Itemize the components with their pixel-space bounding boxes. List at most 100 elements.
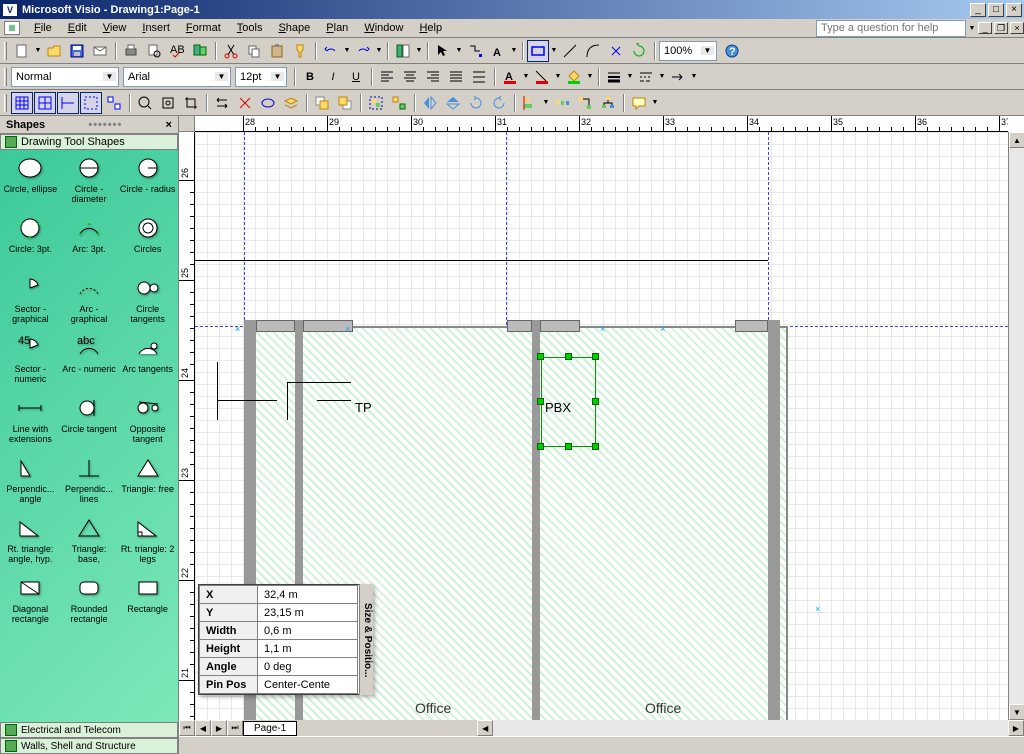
- selection-handle[interactable]: [592, 398, 599, 405]
- fillcolor-dropdown[interactable]: ▼: [586, 73, 594, 80]
- pan-button[interactable]: [157, 92, 179, 114]
- tab-prev-button[interactable]: ◀: [195, 720, 211, 736]
- font-color-button[interactable]: A: [499, 66, 521, 88]
- sizepos-value[interactable]: 0 deg: [258, 658, 358, 676]
- glue-button[interactable]: [34, 92, 56, 114]
- zoom-combo[interactable]: 100%▼: [659, 41, 717, 61]
- menu-help[interactable]: Help: [411, 20, 450, 36]
- bring-front-button[interactable]: [311, 92, 333, 114]
- stencil-header[interactable]: Walls, Shell and Structure: [0, 738, 178, 754]
- menu-shape[interactable]: Shape: [270, 20, 318, 36]
- shape-circle[interactable]: Circle, ellipse: [2, 154, 59, 212]
- scroll-right-button[interactable]: ▶: [1008, 720, 1024, 736]
- dynamic-grid-button[interactable]: [57, 92, 79, 114]
- toolbar-grip[interactable]: [4, 42, 7, 60]
- selection-box[interactable]: [541, 357, 596, 447]
- connection-point-button[interactable]: [605, 40, 627, 62]
- print-button[interactable]: [120, 40, 142, 62]
- flip-h-button[interactable]: [419, 92, 441, 114]
- shape-tri-free[interactable]: Triangle: free: [119, 454, 176, 512]
- line-weight-button[interactable]: [603, 66, 625, 88]
- fill-color-button[interactable]: [563, 66, 585, 88]
- open-button[interactable]: [43, 40, 65, 62]
- scroll-up-button[interactable]: ▲: [1009, 132, 1024, 148]
- new-button[interactable]: [11, 40, 33, 62]
- lineweight-dropdown[interactable]: ▼: [626, 73, 634, 80]
- comment-dropdown[interactable]: ▼: [651, 99, 659, 106]
- shape-tri-base[interactable]: Triangle: base,: [61, 514, 118, 572]
- connect-shapes-button[interactable]: [574, 92, 596, 114]
- new-dropdown[interactable]: ▼: [34, 47, 42, 54]
- email-button[interactable]: [89, 40, 111, 62]
- align-right-button[interactable]: [422, 66, 444, 88]
- align-justify-button[interactable]: [445, 66, 467, 88]
- menu-edit[interactable]: Edit: [60, 20, 95, 36]
- shapes-dropdown[interactable]: ▼: [415, 47, 423, 54]
- fontcolor-dropdown[interactable]: ▼: [522, 73, 530, 80]
- sizepos-value[interactable]: Center-Cente: [258, 676, 358, 694]
- undo-dropdown[interactable]: ▼: [343, 47, 351, 54]
- undo-button[interactable]: [320, 40, 342, 62]
- rulers-button[interactable]: [80, 92, 102, 114]
- bold-button[interactable]: B: [299, 66, 321, 88]
- tab-last-button[interactable]: ⏭: [227, 720, 243, 736]
- shape-circ-tan[interactable]: Circle tangents: [119, 274, 176, 332]
- selection-handle[interactable]: [565, 443, 572, 450]
- sizepos-title[interactable]: Size & Positio...: [359, 584, 373, 695]
- line-tool-button[interactable]: [559, 40, 581, 62]
- snap-grid-button[interactable]: [11, 92, 33, 114]
- stencil-header[interactable]: Electrical and Telecom: [0, 722, 178, 738]
- redo-button[interactable]: [352, 40, 374, 62]
- font-combo[interactable]: Arial▼: [123, 67, 231, 87]
- menu-window[interactable]: Window: [356, 20, 411, 36]
- menu-insert[interactable]: Insert: [134, 20, 178, 36]
- selection-handle[interactable]: [592, 353, 599, 360]
- tab-first-button[interactable]: ⏮: [179, 720, 195, 736]
- pointer-dropdown[interactable]: ▼: [455, 47, 463, 54]
- print-preview-button[interactable]: [143, 40, 165, 62]
- line-pattern-button[interactable]: [635, 66, 657, 88]
- menu-tools[interactable]: Tools: [229, 20, 271, 36]
- linepattern-dropdown[interactable]: ▼: [658, 73, 666, 80]
- scroll-down-button[interactable]: ▼: [1009, 704, 1024, 720]
- line-ends-button[interactable]: [667, 66, 689, 88]
- shape-round-rect[interactable]: Rounded rectangle: [61, 574, 118, 632]
- italic-button[interactable]: I: [322, 66, 344, 88]
- rotate-button[interactable]: [628, 40, 650, 62]
- linecolor-dropdown[interactable]: ▼: [554, 73, 562, 80]
- draw-dropdown[interactable]: ▼: [550, 47, 558, 54]
- help-button[interactable]: ?: [721, 40, 743, 62]
- fontsize-combo[interactable]: 12pt▼: [235, 67, 287, 87]
- shape-circle-3pt[interactable]: Circle: 3pt.: [2, 214, 59, 272]
- rotate-left-button[interactable]: [465, 92, 487, 114]
- menu-format[interactable]: Format: [178, 20, 229, 36]
- shape-arc-3pt[interactable]: Arc: 3pt.: [61, 214, 118, 272]
- document-icon[interactable]: ▦: [4, 21, 20, 35]
- connector-tool-button[interactable]: [464, 40, 486, 62]
- reverse-ends-button[interactable]: [211, 92, 233, 114]
- horizontal-ruler[interactable]: 28293031323334353637: [195, 116, 1008, 132]
- distribute-button[interactable]: [468, 66, 490, 88]
- page-tab[interactable]: Page-1: [243, 721, 297, 736]
- shape-perp-ang[interactable]: Perpendic... angle: [2, 454, 59, 512]
- shape-opp-tan[interactable]: Opposite tangent: [119, 394, 176, 452]
- align-center-button[interactable]: [399, 66, 421, 88]
- vertical-scrollbar[interactable]: ▲ ▼: [1008, 132, 1024, 720]
- shape-circle-rad[interactable]: Circle - radius: [119, 154, 176, 212]
- lineends-dropdown[interactable]: ▼: [690, 73, 698, 80]
- paste-button[interactable]: [266, 40, 288, 62]
- shape-circle-diam[interactable]: Circle - diameter: [61, 154, 118, 212]
- doc-restore-button[interactable]: ❐: [994, 22, 1008, 34]
- help-search-input[interactable]: [816, 20, 966, 37]
- horizontal-scroll-track[interactable]: [493, 720, 1008, 736]
- rotate-right-button[interactable]: [488, 92, 510, 114]
- selection-handle[interactable]: [592, 443, 599, 450]
- research-button[interactable]: [189, 40, 211, 62]
- ungroup-button[interactable]: [388, 92, 410, 114]
- close-button[interactable]: ×: [1006, 3, 1022, 17]
- save-button[interactable]: [66, 40, 88, 62]
- insert-hyperlink-button[interactable]: [257, 92, 279, 114]
- shape-rect[interactable]: Rectangle: [119, 574, 176, 632]
- vertical-ruler[interactable]: 262524232221: [179, 132, 195, 720]
- clear-button[interactable]: [234, 92, 256, 114]
